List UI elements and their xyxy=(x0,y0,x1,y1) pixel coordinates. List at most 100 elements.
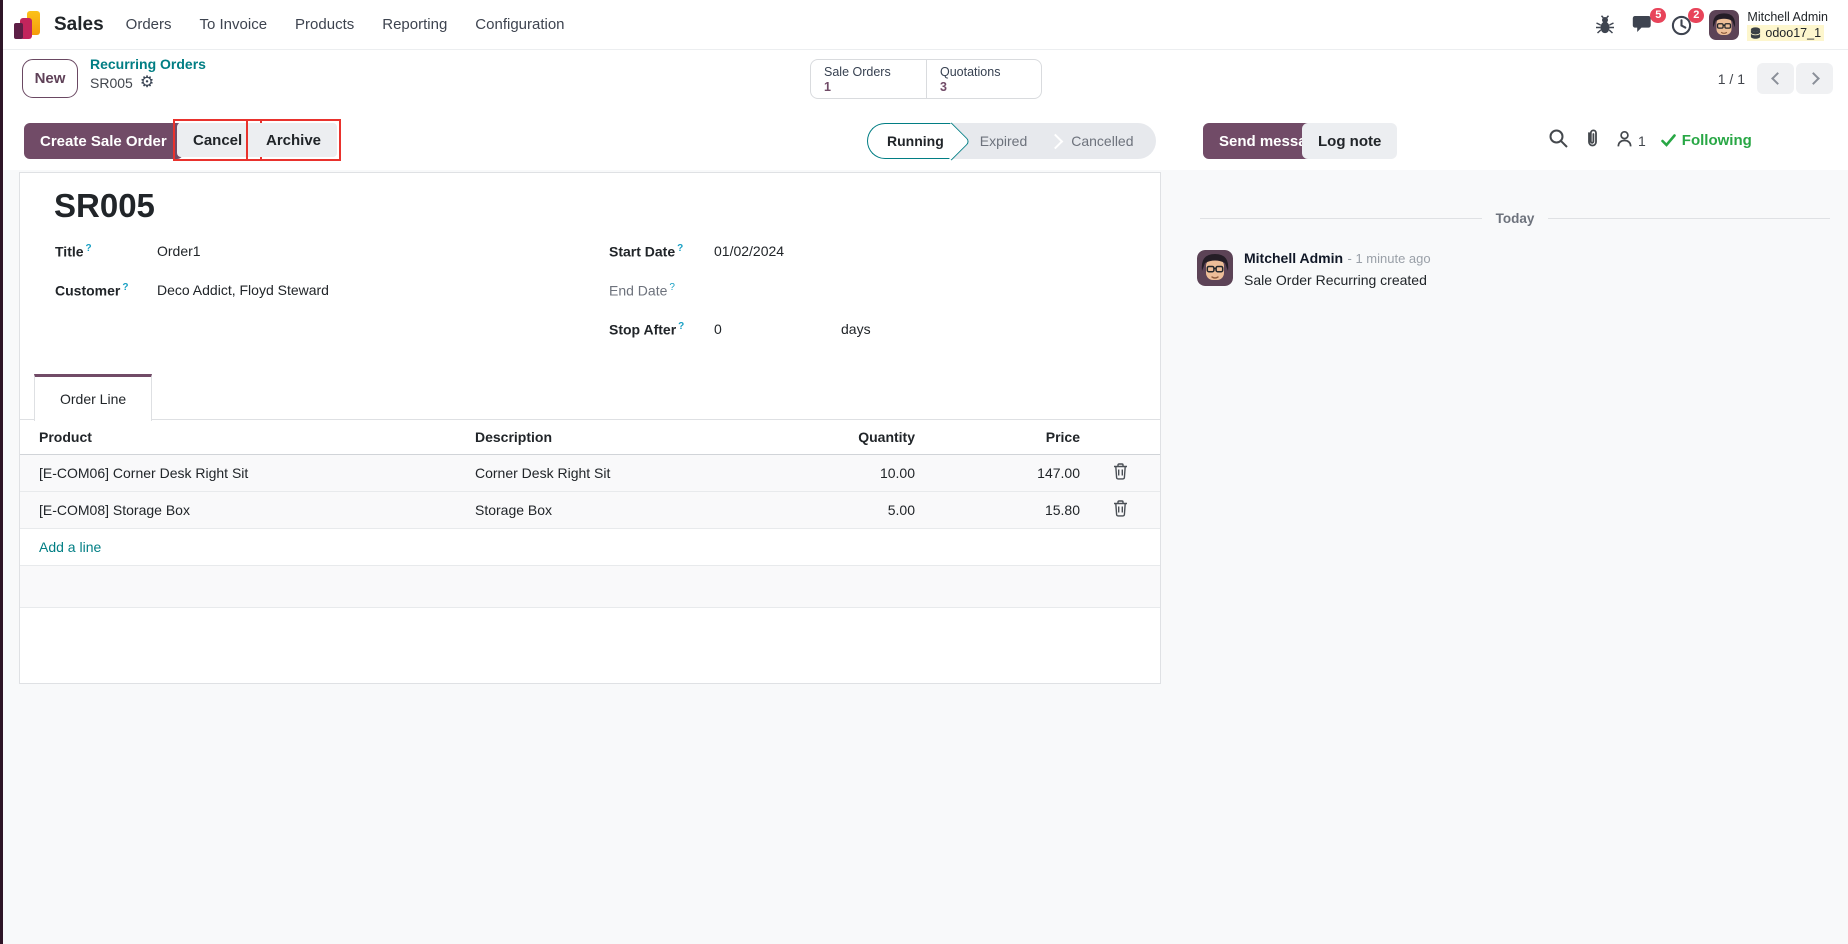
archive-button[interactable]: Archive xyxy=(250,123,338,157)
field-row-customer: Customer? Deco Addict, Floyd Steward xyxy=(55,282,329,321)
menu-products[interactable]: Products xyxy=(295,15,355,33)
cell-description[interactable]: Storage Box xyxy=(475,491,795,529)
new-button[interactable]: New xyxy=(22,59,78,98)
message-body: Sale Order Recurring created xyxy=(1244,272,1427,288)
form-action-bar: Create Sale Order Cancel Archive Running… xyxy=(0,112,1848,170)
pager-previous-button[interactable] xyxy=(1757,63,1794,94)
message-author-avatar[interactable] xyxy=(1197,250,1233,286)
order-line-row: [E-COM06] Corner Desk Right Sit Corner D… xyxy=(20,454,1160,492)
column-quantity: Quantity xyxy=(795,420,915,455)
help-icon: ? xyxy=(669,282,675,293)
start-date-field[interactable]: 01/02/2024 xyxy=(714,243,785,259)
database-name: odoo17_1 xyxy=(1747,25,1825,41)
empty-row xyxy=(20,565,1160,608)
pager: 1 / 1 xyxy=(1718,63,1833,94)
cancel-annotation-box: Cancel xyxy=(173,119,263,161)
create-sale-order-button[interactable]: Create Sale Order xyxy=(24,123,183,159)
customer-field[interactable]: Deco Addict, Floyd Steward xyxy=(157,282,329,298)
apps-home-button[interactable]: Sales xyxy=(14,10,104,39)
chatter-message: Mitchell Admin - 1 minute ago Sale Order… xyxy=(1197,250,1833,288)
cell-description[interactable]: Corner Desk Right Sit xyxy=(475,454,795,492)
top-navbar: Sales Orders To Invoice Products Reporti… xyxy=(0,0,1848,50)
search-messages-icon[interactable] xyxy=(1548,128,1568,153)
column-price: Price xyxy=(915,420,1080,455)
messages-icon[interactable]: 5 xyxy=(1632,8,1667,35)
cell-price[interactable]: 15.80 xyxy=(915,491,1080,529)
followers-count: 1 xyxy=(1638,132,1646,149)
stop-after-field[interactable]: 0 xyxy=(714,321,722,337)
gear-icon[interactable]: ⚙ xyxy=(139,74,155,91)
help-icon: ? xyxy=(677,243,684,254)
stat-button-sale-orders[interactable]: Sale Orders 1 xyxy=(824,64,891,94)
stop-after-unit: days xyxy=(841,321,871,337)
user-avatar xyxy=(1709,10,1740,40)
status-stepper: Running Expired Cancelled xyxy=(867,123,1156,159)
followers-person-icon[interactable] xyxy=(1616,129,1633,153)
menu-configuration[interactable]: Configuration xyxy=(475,15,565,33)
menu-reporting[interactable]: Reporting xyxy=(382,15,448,33)
breadcrumb-recurring-orders[interactable]: Recurring Orders xyxy=(90,56,206,72)
cell-quantity[interactable]: 5.00 xyxy=(795,491,915,529)
notebook: Order Line Product Description Quantity … xyxy=(20,374,1160,608)
control-panel: New Recurring Orders SR005 ⚙ Sale Orders… xyxy=(0,50,1848,112)
activities-count-badge: 2 xyxy=(1688,7,1705,23)
customer-label: Customer? xyxy=(55,282,129,299)
status-step-cancelled[interactable]: Cancelled xyxy=(1043,123,1155,159)
delete-line-button[interactable] xyxy=(1111,498,1130,522)
cancel-button[interactable]: Cancel xyxy=(177,123,259,157)
field-row-stop-after: Stop After? 0 days xyxy=(609,321,871,360)
help-icon: ? xyxy=(85,243,92,254)
app-menu: Orders To Invoice Products Reporting Con… xyxy=(112,0,579,50)
field-row-start-date: Start Date? 01/02/2024 xyxy=(609,243,871,282)
user-name: Mitchell Admin xyxy=(1747,10,1828,24)
menu-orders[interactable]: Orders xyxy=(125,15,172,33)
cell-quantity[interactable]: 10.00 xyxy=(795,454,915,492)
breadcrumb-current: SR005 xyxy=(90,75,133,91)
database-icon xyxy=(1750,27,1761,39)
end-date-label: End Date? xyxy=(609,282,675,299)
date-divider-label: Today xyxy=(1495,211,1535,226)
form-sheet: SR005 Title? Order1 Customer? Deco Addic… xyxy=(19,172,1161,684)
app-name[interactable]: Sales xyxy=(54,13,104,35)
stat-buttons: Sale Orders 1 Quotations 3 xyxy=(810,59,1042,99)
cell-product[interactable]: [E-COM06] Corner Desk Right Sit xyxy=(20,454,475,492)
log-note-button[interactable]: Log note xyxy=(1302,123,1398,159)
message-author[interactable]: Mitchell Admin xyxy=(1244,250,1344,266)
check-icon xyxy=(1660,134,1676,147)
debug-bug-icon[interactable] xyxy=(1595,15,1615,35)
status-step-running[interactable]: Running xyxy=(867,123,952,159)
cell-price[interactable]: 147.00 xyxy=(915,454,1080,492)
chevron-right-icon xyxy=(1806,72,1820,85)
trash-icon xyxy=(1113,499,1127,517)
record-name[interactable]: SR005 xyxy=(54,187,155,224)
start-date-label: Start Date? xyxy=(609,243,684,260)
chatter-panel: Today Mitchell Admin - 1 minute ago xyxy=(1182,170,1848,944)
trash-icon xyxy=(1113,462,1127,480)
order-lines-table: Product Description Quantity Price [E-CO… xyxy=(20,420,1160,608)
title-label: Title? xyxy=(55,243,92,260)
messages-count-badge: 5 xyxy=(1650,8,1667,23)
field-row-end-date: End Date? xyxy=(609,282,871,321)
following-toggle[interactable]: Following xyxy=(1660,132,1752,149)
archive-annotation-box: Archive xyxy=(246,119,342,161)
window-edge xyxy=(0,0,3,944)
add-a-line-link[interactable]: Add a line xyxy=(20,528,1160,566)
message-timestamp: - 1 minute ago xyxy=(1347,251,1431,266)
order-line-row: [E-COM08] Storage Box Storage Box 5.00 1… xyxy=(20,491,1160,529)
cell-product[interactable]: [E-COM08] Storage Box xyxy=(20,491,475,529)
column-description: Description xyxy=(475,420,795,455)
status-step-expired[interactable]: Expired xyxy=(979,133,1028,149)
delete-line-button[interactable] xyxy=(1111,461,1130,485)
menu-to-invoice[interactable]: To Invoice xyxy=(199,15,268,33)
tab-order-line[interactable]: Order Line xyxy=(34,374,153,421)
date-divider: Today xyxy=(1200,211,1831,226)
help-icon: ? xyxy=(122,282,129,293)
pager-next-button[interactable] xyxy=(1796,63,1833,94)
attachments-paperclip-icon[interactable] xyxy=(1583,128,1601,153)
help-icon: ? xyxy=(678,321,685,332)
activities-clock-icon[interactable]: 2 xyxy=(1671,7,1705,36)
user-menu[interactable]: Mitchell Admin odoo17_1 xyxy=(1709,9,1828,41)
pager-value[interactable]: 1 / 1 xyxy=(1717,70,1745,87)
stat-button-quotations[interactable]: Quotations 3 xyxy=(926,60,1041,98)
title-field[interactable]: Order1 xyxy=(157,243,201,259)
